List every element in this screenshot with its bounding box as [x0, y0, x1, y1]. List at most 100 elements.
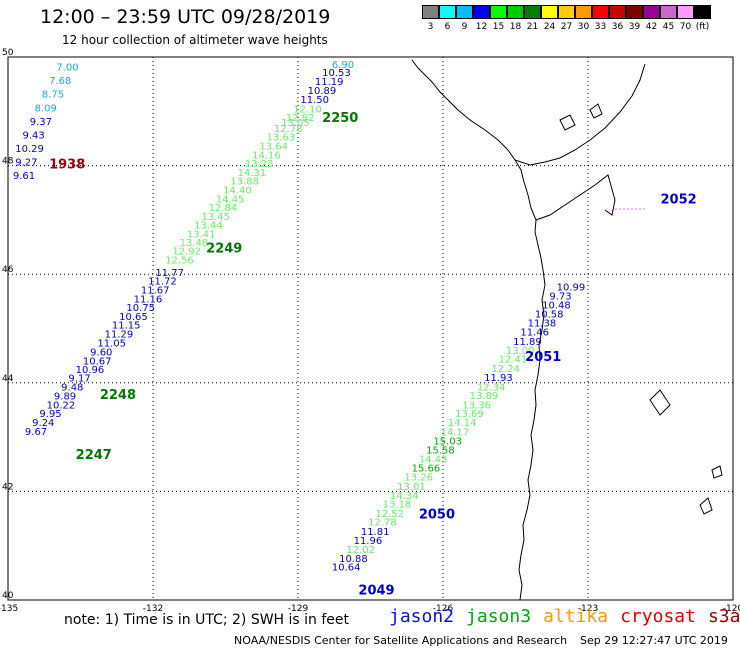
scale-swatch [609, 5, 626, 19]
wave-height-label: 9.43 [23, 130, 45, 141]
scale-swatch [456, 5, 473, 19]
scale-swatch [422, 5, 439, 19]
scale-swatch [592, 5, 609, 19]
wave-height-label: 12.24 [491, 364, 520, 375]
wave-height-label: 13.23 [245, 159, 274, 170]
scale-label: 21 [526, 22, 539, 32]
wave-height-label: 13.18 [383, 500, 412, 511]
wave-height-label: 13.64 [259, 141, 288, 152]
wave-height-label: 13.44 [194, 221, 223, 232]
wave-height-label: 13.88 [230, 177, 259, 188]
wave-height-label: 9.60 [90, 348, 112, 359]
scale-label: 42 [645, 22, 658, 32]
scale-label: 70 [679, 22, 692, 32]
wave-height-label: 10.53 [322, 68, 351, 79]
wave-height-label: 11.29 [105, 330, 134, 341]
lat-tick-label: 40 [2, 591, 14, 601]
wave-height-label: 11.46 [520, 328, 549, 339]
wave-height-label: 14.45 [216, 195, 245, 206]
wave-height-label: 6.90 [332, 60, 354, 71]
wave-height-label: 11.19 [315, 77, 344, 88]
pass-time-labels: 1938 2052 2250 2249 2248 2247 2051 2050 2049 [49, 111, 697, 598]
satellite-legend-jason3: jason3 [466, 606, 532, 627]
wave-height-label: 13.89 [470, 391, 499, 402]
wave-height-label: 14.14 [448, 418, 477, 429]
wave-height-label: 15.66 [412, 463, 441, 474]
wave-height-label: 13.26 [404, 473, 433, 484]
scale-label: 15 [492, 22, 505, 32]
pass-time-label: 2250 [322, 111, 358, 126]
wave-height-label: 11.15 [112, 321, 141, 332]
pass-time-label: 2050 [419, 508, 455, 523]
scale-swatch [643, 5, 660, 19]
island-b [589, 103, 603, 119]
generation-timestamp: Sep 29 12:27:47 UTC 2019 [580, 634, 728, 647]
satellite-legend-altika: altika [543, 606, 609, 627]
wave-height-label: 9.24 [32, 418, 54, 429]
wave-height-label: 10.58 [535, 310, 564, 321]
scale-label: 18 [509, 22, 522, 32]
wave-height-label: 9.48 [61, 382, 83, 393]
wave-height-label: 9.73 [549, 292, 571, 303]
lon-tick-label: -132 [143, 604, 163, 614]
wave-height-label: 10.65 [119, 312, 148, 323]
island-d [699, 497, 713, 515]
wave-height-label: 11.93 [484, 373, 513, 384]
wave-height-label: 14.31 [238, 168, 267, 179]
scale-swatch [558, 5, 575, 19]
wave-height-label: 10.99 [557, 282, 586, 293]
wave-height-label: 12.10 [293, 104, 322, 115]
scale-label: 39 [628, 22, 641, 32]
lat-tick-label: 42 [2, 482, 13, 492]
wave-height-label: 11.81 [361, 527, 390, 538]
scale-swatch [507, 5, 524, 19]
lat-tick-label: 44 [2, 374, 14, 384]
pass-time-label: 2051 [525, 350, 561, 365]
wave-height-label: 7.00 [56, 63, 78, 74]
wave-height-label: 12.34 [477, 382, 506, 393]
wave-height-label: 15.58 [426, 445, 455, 456]
wave-height-label: 13.41 [187, 229, 216, 240]
scale-swatch [626, 5, 643, 19]
wave-height-label: 12.02 [346, 545, 375, 556]
wave-height-label: 12.82 [286, 113, 315, 124]
wave-height-label: 13.00 [506, 346, 535, 357]
wave-height-label: 11.96 [354, 536, 383, 547]
island-a [559, 114, 576, 131]
wave-height-label: 13.69 [455, 409, 484, 420]
wave-height-label: 13.45 [201, 212, 230, 223]
scale-swatch [660, 5, 677, 19]
wave-height-label: 9.37 [30, 117, 52, 128]
scale-label: 36 [611, 22, 624, 32]
wave-height-label: 9.27 [15, 158, 37, 169]
scale-label: 12 [475, 22, 488, 32]
wave-height-label: 9.61 [13, 171, 35, 182]
wave-height-label: 14.17 [441, 427, 470, 438]
wave-height-label: 12.92 [172, 247, 201, 258]
wave-height-label: 14.16 [252, 151, 281, 162]
wave-height-label: 10.64 [332, 563, 361, 574]
wave-height-label: 14.34 [390, 491, 419, 502]
wave-height-label: 10.48 [542, 300, 571, 311]
pass-time-label: 2052 [661, 193, 697, 208]
wave-height-label: 8.75 [42, 90, 64, 101]
pass-time-label: 2049 [358, 584, 394, 599]
wave-height-label: 11.50 [300, 95, 329, 106]
credit-line: NOAA/NESDIS Center for Satellite Applica… [234, 634, 568, 647]
scale-label: 45 [662, 22, 675, 32]
graticule: -135 -132 -129 -126 -123 -120 40 42 44 46 48 50 [0, 48, 740, 614]
inland-shore-2 [535, 174, 616, 221]
scale-swatch [473, 5, 490, 19]
wave-height-label: 10.29 [15, 144, 44, 155]
wave-height-label: 11.77 [155, 268, 184, 279]
pacific-coastline [507, 149, 546, 601]
lon-tick-label: -120 [723, 604, 740, 614]
scale-swatch [439, 5, 456, 19]
lake-shore [649, 389, 671, 416]
lon-tick-label: -123 [578, 604, 598, 614]
pass-time-label: 1938 [49, 157, 85, 172]
scale-swatch [541, 5, 558, 19]
island-c [711, 465, 723, 479]
wave-height-label: 9.67 [25, 427, 47, 438]
